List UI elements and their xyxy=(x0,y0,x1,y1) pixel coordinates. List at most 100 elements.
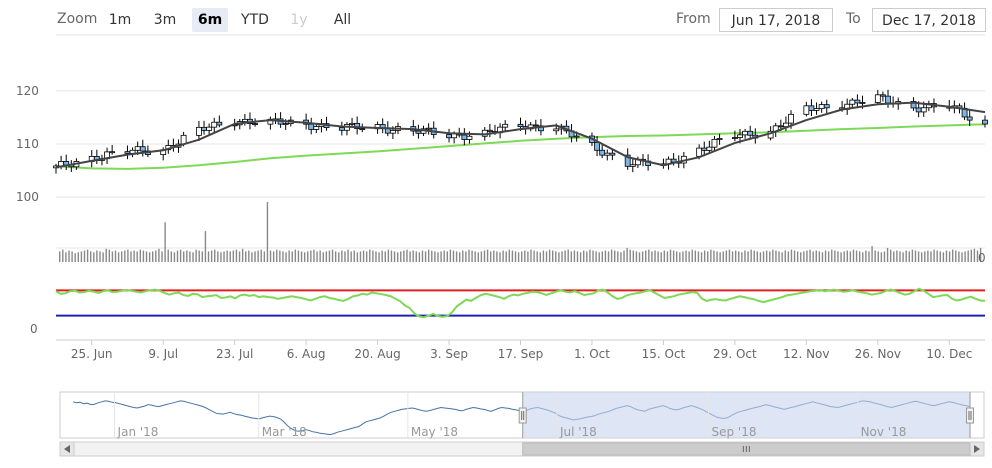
volume-bar xyxy=(917,251,920,262)
candle-body xyxy=(910,101,917,109)
volume-bar xyxy=(539,252,541,262)
volume-bar xyxy=(90,251,92,262)
navigator[interactable]: Jan '18 Mar '18 May '18 Jul '18 Sep '18 Nov '… xyxy=(59,391,985,457)
volume-bar xyxy=(421,250,424,262)
volume-bar xyxy=(434,251,436,262)
date-x-axis: 25. Jun 9. Jul 23. Jul 6. Aug 20. Aug 3. Sep 1… xyxy=(71,340,972,361)
zoom-all-button[interactable]: All xyxy=(333,12,352,28)
volume-bar xyxy=(505,251,507,262)
volume-bar xyxy=(458,252,461,262)
volume-bar xyxy=(365,251,368,262)
volume-bar xyxy=(502,250,504,262)
volume-bar xyxy=(68,250,70,262)
volume-bar xyxy=(688,251,690,262)
candle-body xyxy=(139,146,146,152)
volume-bar xyxy=(555,251,557,262)
volume-bar xyxy=(170,251,173,262)
volume-bar xyxy=(276,249,278,262)
volume-bar xyxy=(130,251,132,262)
volume-bar xyxy=(440,251,442,262)
volume-bar xyxy=(579,252,582,262)
volume-bar xyxy=(713,250,715,262)
volume-bar xyxy=(654,250,656,262)
volume-bar xyxy=(254,251,256,262)
volume-bar xyxy=(285,252,287,262)
volume-bar xyxy=(251,252,253,262)
volume-bar xyxy=(263,251,266,262)
volume-bar xyxy=(927,250,929,262)
volume-bar xyxy=(198,250,200,262)
volume-bar xyxy=(716,251,718,262)
volume-bar xyxy=(186,250,188,262)
volume-bar xyxy=(781,252,783,262)
volume-bar xyxy=(372,250,374,262)
volume-bar xyxy=(871,246,873,262)
zoom-1y-button: 1y xyxy=(290,12,308,28)
volume-bar xyxy=(595,251,597,262)
volume-bar xyxy=(666,251,669,262)
zoom-label: Zoom xyxy=(57,11,98,27)
volume-bar xyxy=(471,250,473,262)
volume-bar xyxy=(617,251,619,262)
volume-bar xyxy=(570,251,573,262)
candle-body xyxy=(461,134,468,140)
zoom-1m-button[interactable]: 1m xyxy=(108,12,132,28)
volume-bar xyxy=(245,251,247,262)
x-tick-label: 17. Sep xyxy=(498,347,544,361)
volume-bar xyxy=(508,249,510,262)
x-tick-label: 10. Dec xyxy=(926,347,972,361)
volume-bar xyxy=(396,252,399,262)
volume-bar xyxy=(852,249,855,262)
volume-bar xyxy=(759,252,762,262)
candle-body xyxy=(859,102,866,104)
volume-bar xyxy=(707,251,709,262)
candle-body xyxy=(425,127,432,130)
volume-bar xyxy=(669,249,672,262)
volume-bar xyxy=(824,250,827,262)
candle-body xyxy=(788,113,794,124)
volume-bar xyxy=(889,249,892,262)
volume-bar xyxy=(951,249,954,262)
to-date-input[interactable]: Dec 17, 2018 xyxy=(872,8,986,32)
candle-body xyxy=(206,126,213,131)
candle-body xyxy=(624,154,631,167)
volume-bar xyxy=(127,249,129,262)
candle-body xyxy=(854,99,861,104)
volume-bar xyxy=(210,250,213,262)
volume-bar xyxy=(74,253,76,262)
candle-body xyxy=(915,107,922,113)
candle-body xyxy=(282,123,289,125)
volume-bar xyxy=(173,252,176,262)
volume-bar xyxy=(226,250,228,262)
volume-bar xyxy=(238,251,241,262)
navigator-handle[interactable] xyxy=(518,407,527,424)
from-date-input[interactable]: Jun 17, 2018 xyxy=(719,8,833,32)
navigator-handle[interactable] xyxy=(966,407,974,424)
navigator-selected-range[interactable] xyxy=(522,392,970,438)
zoom-ytd-button[interactable]: YTD xyxy=(241,12,269,28)
candle-body xyxy=(808,105,815,111)
volume-bar xyxy=(155,250,157,262)
candle-body xyxy=(201,126,207,131)
oscillator-y-tick: 0 xyxy=(30,322,38,336)
volume-bar xyxy=(710,249,712,262)
volume-bar xyxy=(201,251,204,262)
candle-body xyxy=(920,107,927,113)
zoom-3m-button[interactable]: 3m xyxy=(153,12,177,28)
volume-bar xyxy=(446,251,448,262)
volume-bar xyxy=(527,251,529,262)
volume-bar xyxy=(71,251,73,262)
volume-bar xyxy=(489,251,492,262)
volume-bar xyxy=(769,251,771,262)
volume-bar xyxy=(772,249,774,262)
candle-body xyxy=(742,130,748,136)
candle-body xyxy=(966,116,973,121)
volume-bar xyxy=(899,251,901,262)
volume-bar xyxy=(558,252,560,262)
volume-bar xyxy=(976,250,979,262)
volume-bar xyxy=(493,250,495,262)
volume-bar xyxy=(645,250,647,262)
zoom-6m-button[interactable]: 6m xyxy=(192,8,228,32)
volume-bar xyxy=(762,251,765,262)
volume-bar xyxy=(930,251,932,262)
